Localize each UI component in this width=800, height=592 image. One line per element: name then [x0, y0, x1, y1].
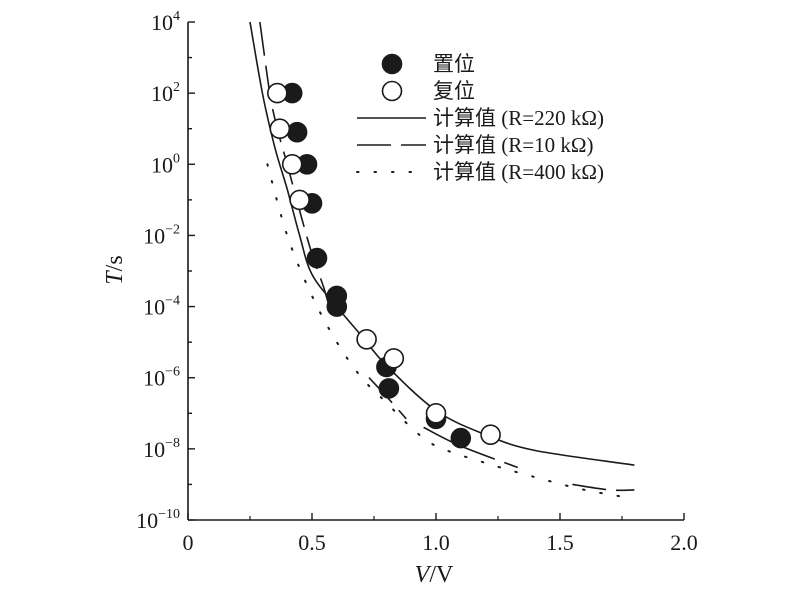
y-tick-base: 10 [151, 152, 173, 177]
y-tick-exponent: −6 [165, 365, 180, 380]
y-axis-title: T/s [102, 255, 128, 284]
x-ticks: 0 0.5 1.0 1.5 2.0 [183, 513, 698, 555]
y-tick-base: 10 [143, 437, 165, 462]
y-tick-exponent: −8 [165, 436, 180, 451]
series-3-curve-segment-3 [572, 483, 635, 492]
reset-point-0 [266, 82, 288, 104]
x-axis-slash: / [429, 562, 436, 588]
x-axis-var: V [415, 562, 432, 588]
plot-points [266, 82, 501, 449]
legend-marker [381, 80, 403, 102]
y-tick-exponent: −4 [165, 294, 180, 309]
y-axis-var: T [102, 270, 128, 285]
y-tick-base: 10 [151, 10, 173, 35]
y-tick-base: 10 [143, 366, 165, 391]
legend-label: 复位 [433, 79, 475, 103]
reset-point-7 [480, 424, 501, 446]
set-point-10 [450, 427, 472, 449]
legend-marker [381, 53, 403, 75]
y-tick-exponent: 2 [173, 80, 180, 95]
y-tick-exponent: 4 [173, 9, 180, 24]
reset-point-4 [356, 328, 377, 350]
reset-point-2 [281, 154, 303, 175]
reset-point-5 [383, 348, 405, 369]
y-tick-label: 10−4 [143, 294, 180, 320]
set-point-6 [326, 296, 348, 317]
legend-item-0: 置位 [381, 52, 475, 76]
x-tick-label: 1.5 [546, 530, 574, 555]
legend-label: 计算值 (R=10 kΩ) [433, 133, 593, 157]
x-tick-label: 0.5 [298, 530, 326, 555]
y-tick-label: 10−10 [136, 507, 180, 533]
y-tick-exponent: −2 [165, 222, 180, 237]
legend-label: 置位 [433, 52, 475, 76]
series-3-curve-segment-2 [423, 426, 519, 469]
set-point-1 [286, 121, 308, 143]
y-tick-exponent: 0 [173, 151, 180, 166]
y-tick-label: 10−8 [143, 436, 180, 462]
legend-item-3: 计算值 (R=10 kΩ) [357, 133, 593, 157]
y-tick-base: 10 [136, 508, 158, 533]
y-axis-slash: / [102, 264, 128, 271]
legend-item-2: 计算值 (R=220 kΩ) [357, 106, 604, 130]
x-axis-title: V/V [415, 562, 454, 588]
set-point-8 [378, 378, 400, 399]
series-4-curve-segment-0 [266, 163, 636, 500]
reset-point-3 [289, 189, 310, 211]
set-point-4 [306, 247, 328, 269]
y-tick-label: 100 [151, 151, 180, 177]
y-axis-unit: s [102, 255, 128, 264]
y-tick-exponent: −10 [158, 507, 180, 522]
y-tick-label: 10−6 [143, 365, 180, 391]
y-tick-base: 10 [151, 81, 173, 106]
legend-item-4: 计算值 (R=400 kΩ) [356, 160, 604, 184]
reset-point-6 [425, 402, 447, 424]
x-tick-label: 0 [183, 530, 194, 555]
y-tick-base: 10 [143, 223, 165, 248]
y-tick-label: 10−2 [143, 222, 180, 248]
x-tick-label: 2.0 [670, 530, 698, 555]
x-tick-label: 1.0 [422, 530, 450, 555]
y-tick-base: 10 [143, 295, 165, 320]
legend-label: 计算值 (R=220 kΩ) [433, 106, 604, 130]
y-tick-label: 104 [151, 9, 180, 35]
y-tick-label: 102 [151, 80, 180, 106]
reset-point-1 [269, 118, 291, 139]
legend-label: 计算值 (R=400 kΩ) [433, 160, 604, 184]
x-axis-unit: V [436, 562, 454, 588]
legend-item-1: 复位 [381, 79, 475, 103]
